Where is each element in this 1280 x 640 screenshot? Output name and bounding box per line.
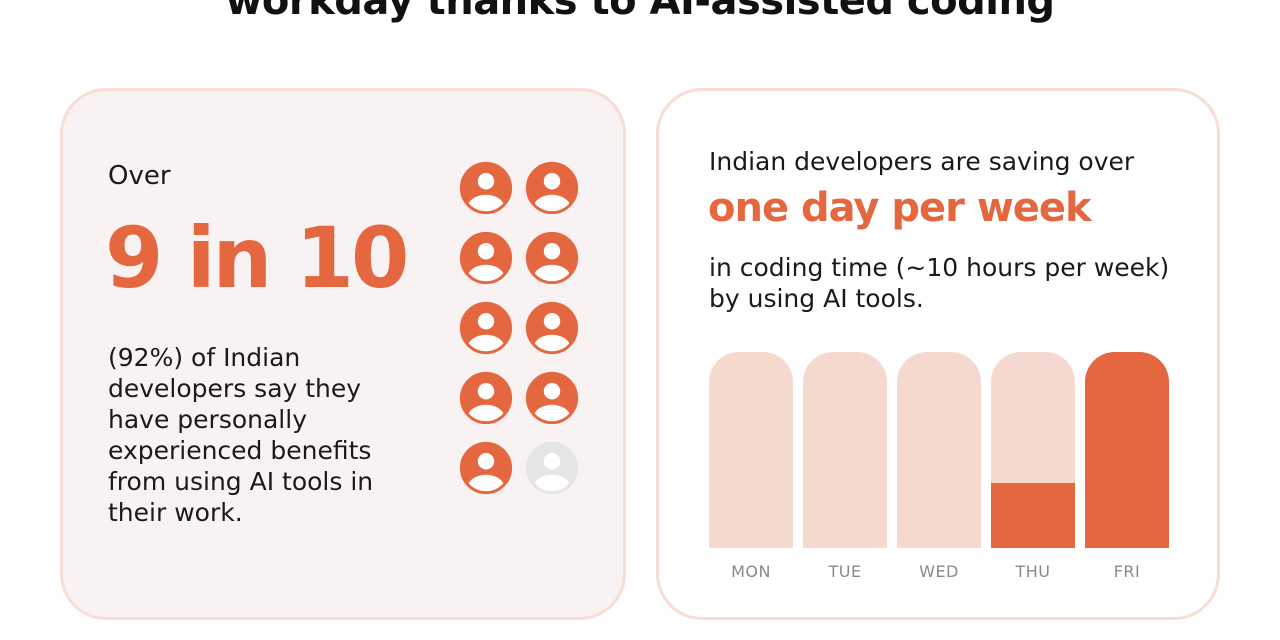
day-bar-fill xyxy=(991,483,1075,548)
person-icon xyxy=(459,231,513,285)
day-label: WED xyxy=(919,562,959,581)
nine-in-ten-stat: 9 in 10 xyxy=(105,209,409,307)
time-saved-description: in coding time (~10 hours per week) by u… xyxy=(709,253,1170,313)
day-bar xyxy=(897,352,981,548)
day-bar xyxy=(709,352,793,548)
person-icon xyxy=(459,301,513,355)
benefits-description: (92%) of Indian developers say they have… xyxy=(108,343,374,527)
day-column: THU xyxy=(991,352,1075,581)
day-label: MON xyxy=(731,562,771,581)
headline: workday thanks to AI-assisted coding xyxy=(225,0,1055,24)
day-column: TUE xyxy=(803,352,887,581)
person-icon xyxy=(525,301,579,355)
day-column: WED xyxy=(897,352,981,581)
person-icon xyxy=(459,371,513,425)
day-bar xyxy=(1085,352,1169,548)
day-label: FRI xyxy=(1113,562,1141,581)
day-column: FRI xyxy=(1085,352,1169,581)
person-icon xyxy=(525,371,579,425)
weekday-bars: MON TUE WED THU FRI xyxy=(709,352,1169,581)
over-label: Over xyxy=(108,161,171,191)
day-bar-fill xyxy=(1085,352,1169,548)
day-column: MON xyxy=(709,352,793,581)
person-icon xyxy=(525,161,579,215)
person-icon xyxy=(459,441,513,495)
person-icon xyxy=(525,441,579,495)
day-label: TUE xyxy=(828,562,862,581)
developer-benefits-card: Over 9 in 10 (92%) of Indian developers … xyxy=(60,88,626,620)
person-icon xyxy=(459,161,513,215)
time-saved-card: Indian developers are saving over one da… xyxy=(656,88,1220,620)
developer-icon-grid xyxy=(457,159,581,497)
time-saved-highlight: one day per week xyxy=(708,185,1092,231)
day-bar xyxy=(991,352,1075,548)
time-saved-intro: Indian developers are saving over xyxy=(709,147,1135,176)
day-label: THU xyxy=(1015,562,1051,581)
day-bar xyxy=(803,352,887,548)
person-icon xyxy=(525,231,579,285)
